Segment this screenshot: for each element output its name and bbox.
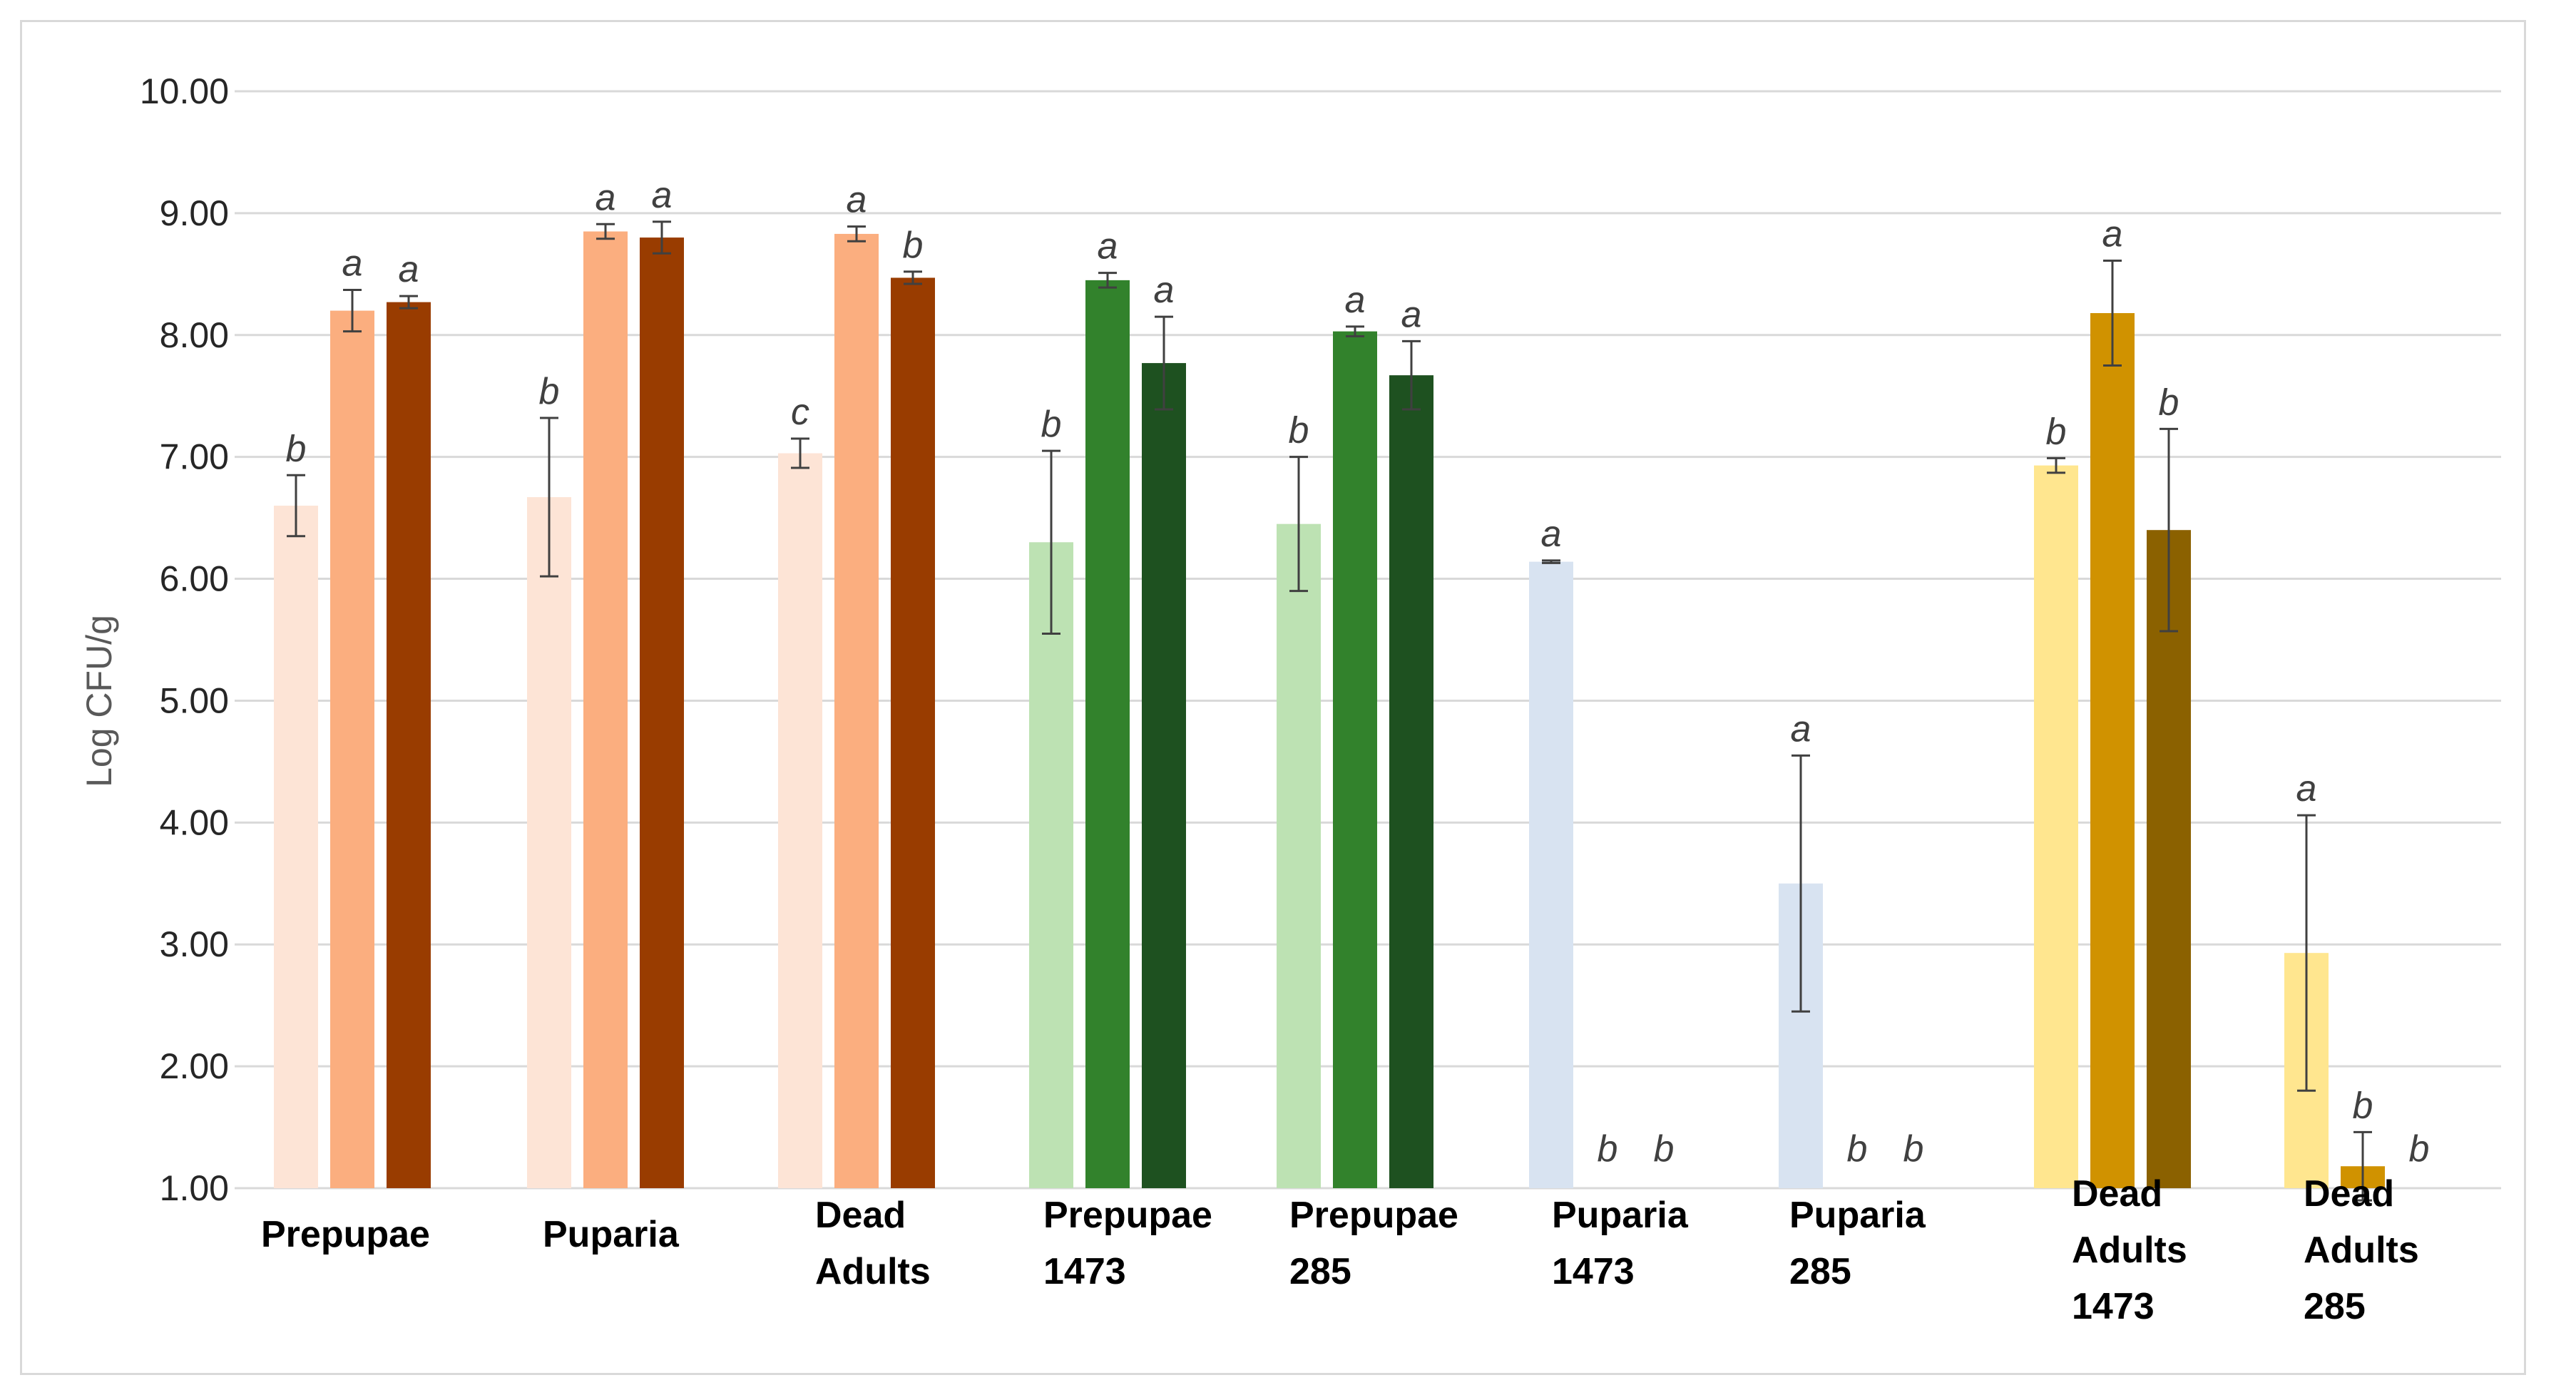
bar [1529, 561, 1573, 1188]
significance-letter: b [1903, 1128, 1924, 1170]
category-label: Adults [2304, 1230, 2419, 1271]
category-label: 1473 [2072, 1286, 2155, 1327]
y-axis: 1.00 2.00 3.00 4.00 5.00 6.00 7.00 8.00 9.00 10.0… [140, 71, 229, 1208]
significance-letter: c [791, 392, 809, 433]
y-tick-label: 2.00 [160, 1046, 229, 1086]
bar [778, 453, 822, 1188]
category-label: Puparia [1552, 1195, 1689, 1236]
bar [1085, 280, 1130, 1188]
category-label: 285 [1289, 1251, 1351, 1292]
category-label: 1473 [1552, 1251, 1635, 1292]
significance-letter: b [1847, 1128, 1868, 1170]
bar [330, 310, 374, 1189]
significance-letter: b [2353, 1085, 2373, 1126]
y-tick-label: 6.00 [160, 559, 229, 599]
significance-letter: b [539, 371, 560, 412]
category-label: 285 [1789, 1251, 1851, 1292]
bar [527, 497, 571, 1188]
bar [891, 277, 935, 1189]
significance-letter: b [1289, 410, 1309, 451]
bar [1029, 542, 1073, 1188]
significance-letter: a [2102, 214, 2123, 255]
bar [2034, 465, 2078, 1188]
significance-letter: a [2296, 768, 2317, 809]
bar [387, 302, 431, 1188]
bars [274, 231, 2385, 1189]
bar [1277, 523, 1321, 1188]
category-labels: Prepupae Puparia Dead Adults Prepupae 1473 Pre… [261, 1173, 2419, 1327]
significance-letter: b [286, 428, 307, 469]
significance-letter: a [1154, 270, 1175, 311]
y-tick-label: 8.00 [160, 315, 229, 355]
significance-letter: b [1654, 1128, 1675, 1170]
bar [2090, 313, 2135, 1188]
bar [834, 233, 879, 1189]
bar [274, 506, 318, 1188]
significance-letter: a [342, 243, 363, 285]
significance-letter: a [652, 175, 673, 216]
category-label: Dead [2304, 1173, 2394, 1215]
error-bars [287, 220, 2372, 1202]
significance-letter: a [1791, 708, 1811, 750]
category-label: Puparia [1789, 1195, 1926, 1236]
significance-letter: a [1401, 294, 1422, 335]
category-label: Dead [815, 1195, 906, 1236]
bar [1333, 331, 1377, 1188]
significance-letter: b [2409, 1128, 2430, 1170]
bar [1389, 375, 1433, 1188]
significance-letter: a [1098, 226, 1118, 267]
y-tick-label: 7.00 [160, 437, 229, 477]
category-label: Adults [2072, 1230, 2187, 1271]
y-tick-label: 9.00 [160, 193, 229, 233]
significance-letter: b [1598, 1128, 1618, 1170]
category-label: Adults [815, 1251, 931, 1292]
significance-letter: b [903, 225, 924, 266]
bar [1142, 363, 1186, 1188]
y-tick-label: 1.00 [160, 1168, 229, 1208]
category-label: 285 [2304, 1286, 2366, 1327]
y-tick-label: 5.00 [160, 680, 229, 720]
y-tick-label: 3.00 [160, 924, 229, 964]
category-label: 1473 [1043, 1251, 1126, 1292]
category-label: Dead [2072, 1173, 2162, 1215]
significance-letter: a [1345, 280, 1366, 321]
bar [583, 231, 628, 1188]
significance-letter: a [399, 249, 419, 290]
bar [640, 237, 684, 1189]
y-tick-label: 10.00 [140, 71, 229, 111]
significance-letter: b [1041, 404, 1062, 445]
significance-letter: b [2159, 382, 2179, 423]
significance-letter: a [847, 180, 867, 221]
bar-chart: 1.00 2.00 3.00 4.00 5.00 6.00 7.00 8.00 9.00 10.0… [79, 71, 2501, 1327]
category-label: Prepupae [261, 1214, 430, 1255]
y-tick-label: 4.00 [160, 802, 229, 842]
significance-letter: a [596, 177, 616, 218]
significance-letter: a [1541, 513, 1562, 555]
category-label: Prepupae [1289, 1195, 1458, 1236]
bar [2147, 530, 2191, 1188]
significance-letter: b [2046, 411, 2067, 452]
chart-frame: 1.00 2.00 3.00 4.00 5.00 6.00 7.00 8.00 9.00 10.0… [20, 20, 2526, 1375]
category-label: Prepupae [1043, 1195, 1212, 1236]
category-label: Puparia [543, 1214, 680, 1255]
y-axis-label: Log CFU/g [79, 615, 119, 787]
